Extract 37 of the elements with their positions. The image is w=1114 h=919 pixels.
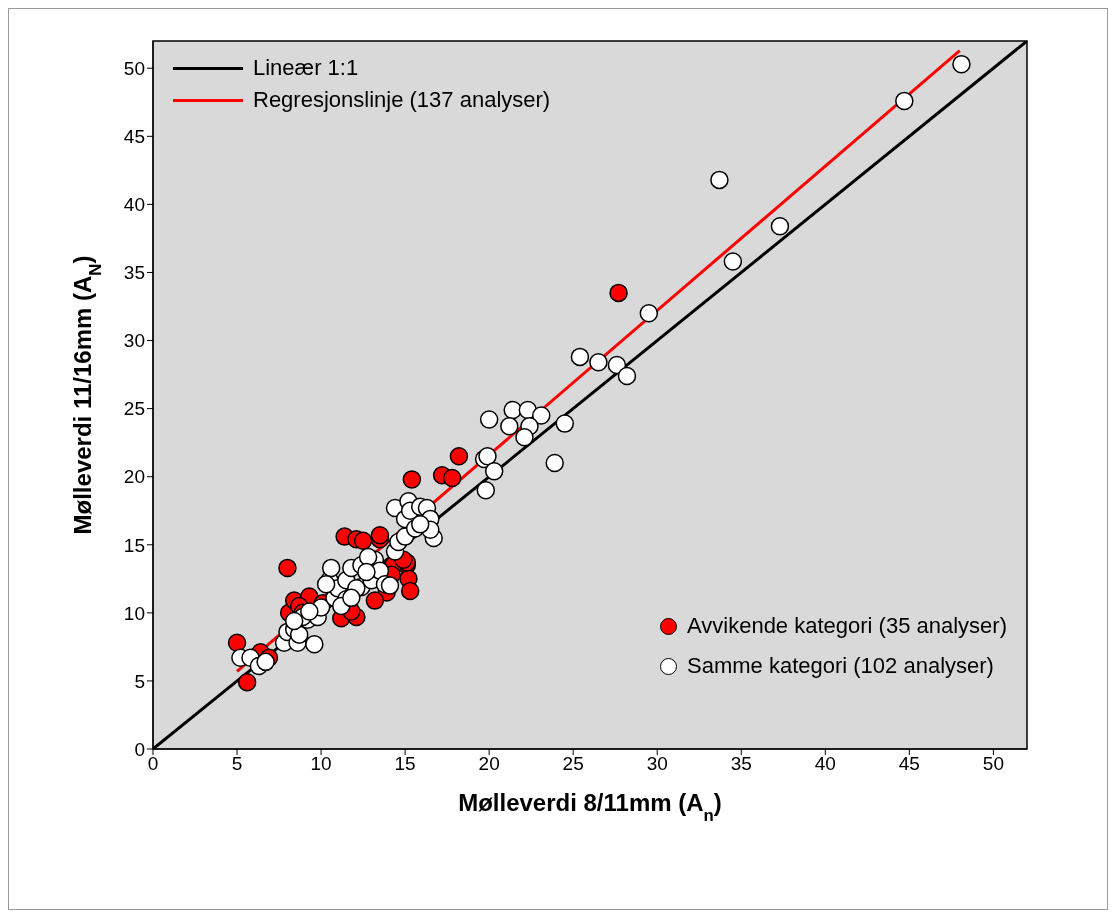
legend-label: Regresjonslinje (137 analyser)	[253, 87, 551, 113]
point	[227, 633, 247, 653]
x-tick-label: 25	[562, 753, 584, 775]
y-tick-label: 15	[123, 534, 145, 556]
x-tick-label: 20	[478, 753, 500, 775]
x-tick-label: 35	[730, 753, 752, 775]
x-tick-label: 5	[231, 753, 243, 775]
x-tick-label: 30	[646, 753, 668, 775]
y-tick-label: 25	[123, 398, 145, 420]
point	[609, 283, 628, 303]
y-tick-label: 0	[134, 738, 145, 760]
point	[370, 525, 390, 545]
point	[442, 468, 462, 488]
point	[402, 470, 422, 489]
y-tick-label: 10	[123, 602, 145, 624]
legend-label: Lineær 1:1	[253, 55, 359, 81]
y-tick-label: 20	[123, 466, 145, 488]
point	[365, 591, 385, 610]
y-tick-label: 45	[123, 126, 145, 148]
y-tick-label: 50	[123, 57, 145, 79]
legend-label: Samme kategori (102 analyser)	[687, 653, 994, 679]
x-tick-label: 15	[394, 753, 416, 775]
x-tick-label: 10	[310, 753, 332, 775]
x-tick-label: 50	[982, 753, 1004, 775]
x-axis-title: Mølleverdi 8/11mm (A$_{n}$)	[458, 789, 722, 825]
y-tick-label: 40	[123, 194, 145, 216]
point	[353, 531, 373, 550]
x-tick-label: 40	[814, 753, 836, 775]
y-tick-label: 30	[123, 330, 145, 352]
point	[400, 581, 420, 601]
point	[237, 673, 257, 692]
point	[278, 558, 297, 578]
y-tick-label: 5	[134, 670, 145, 692]
point	[449, 447, 469, 466]
legend-label: Avvikende kategori (35 analyser)	[687, 613, 1007, 639]
y-tick-label: 35	[123, 262, 145, 284]
x-tick-label: 45	[898, 753, 920, 775]
